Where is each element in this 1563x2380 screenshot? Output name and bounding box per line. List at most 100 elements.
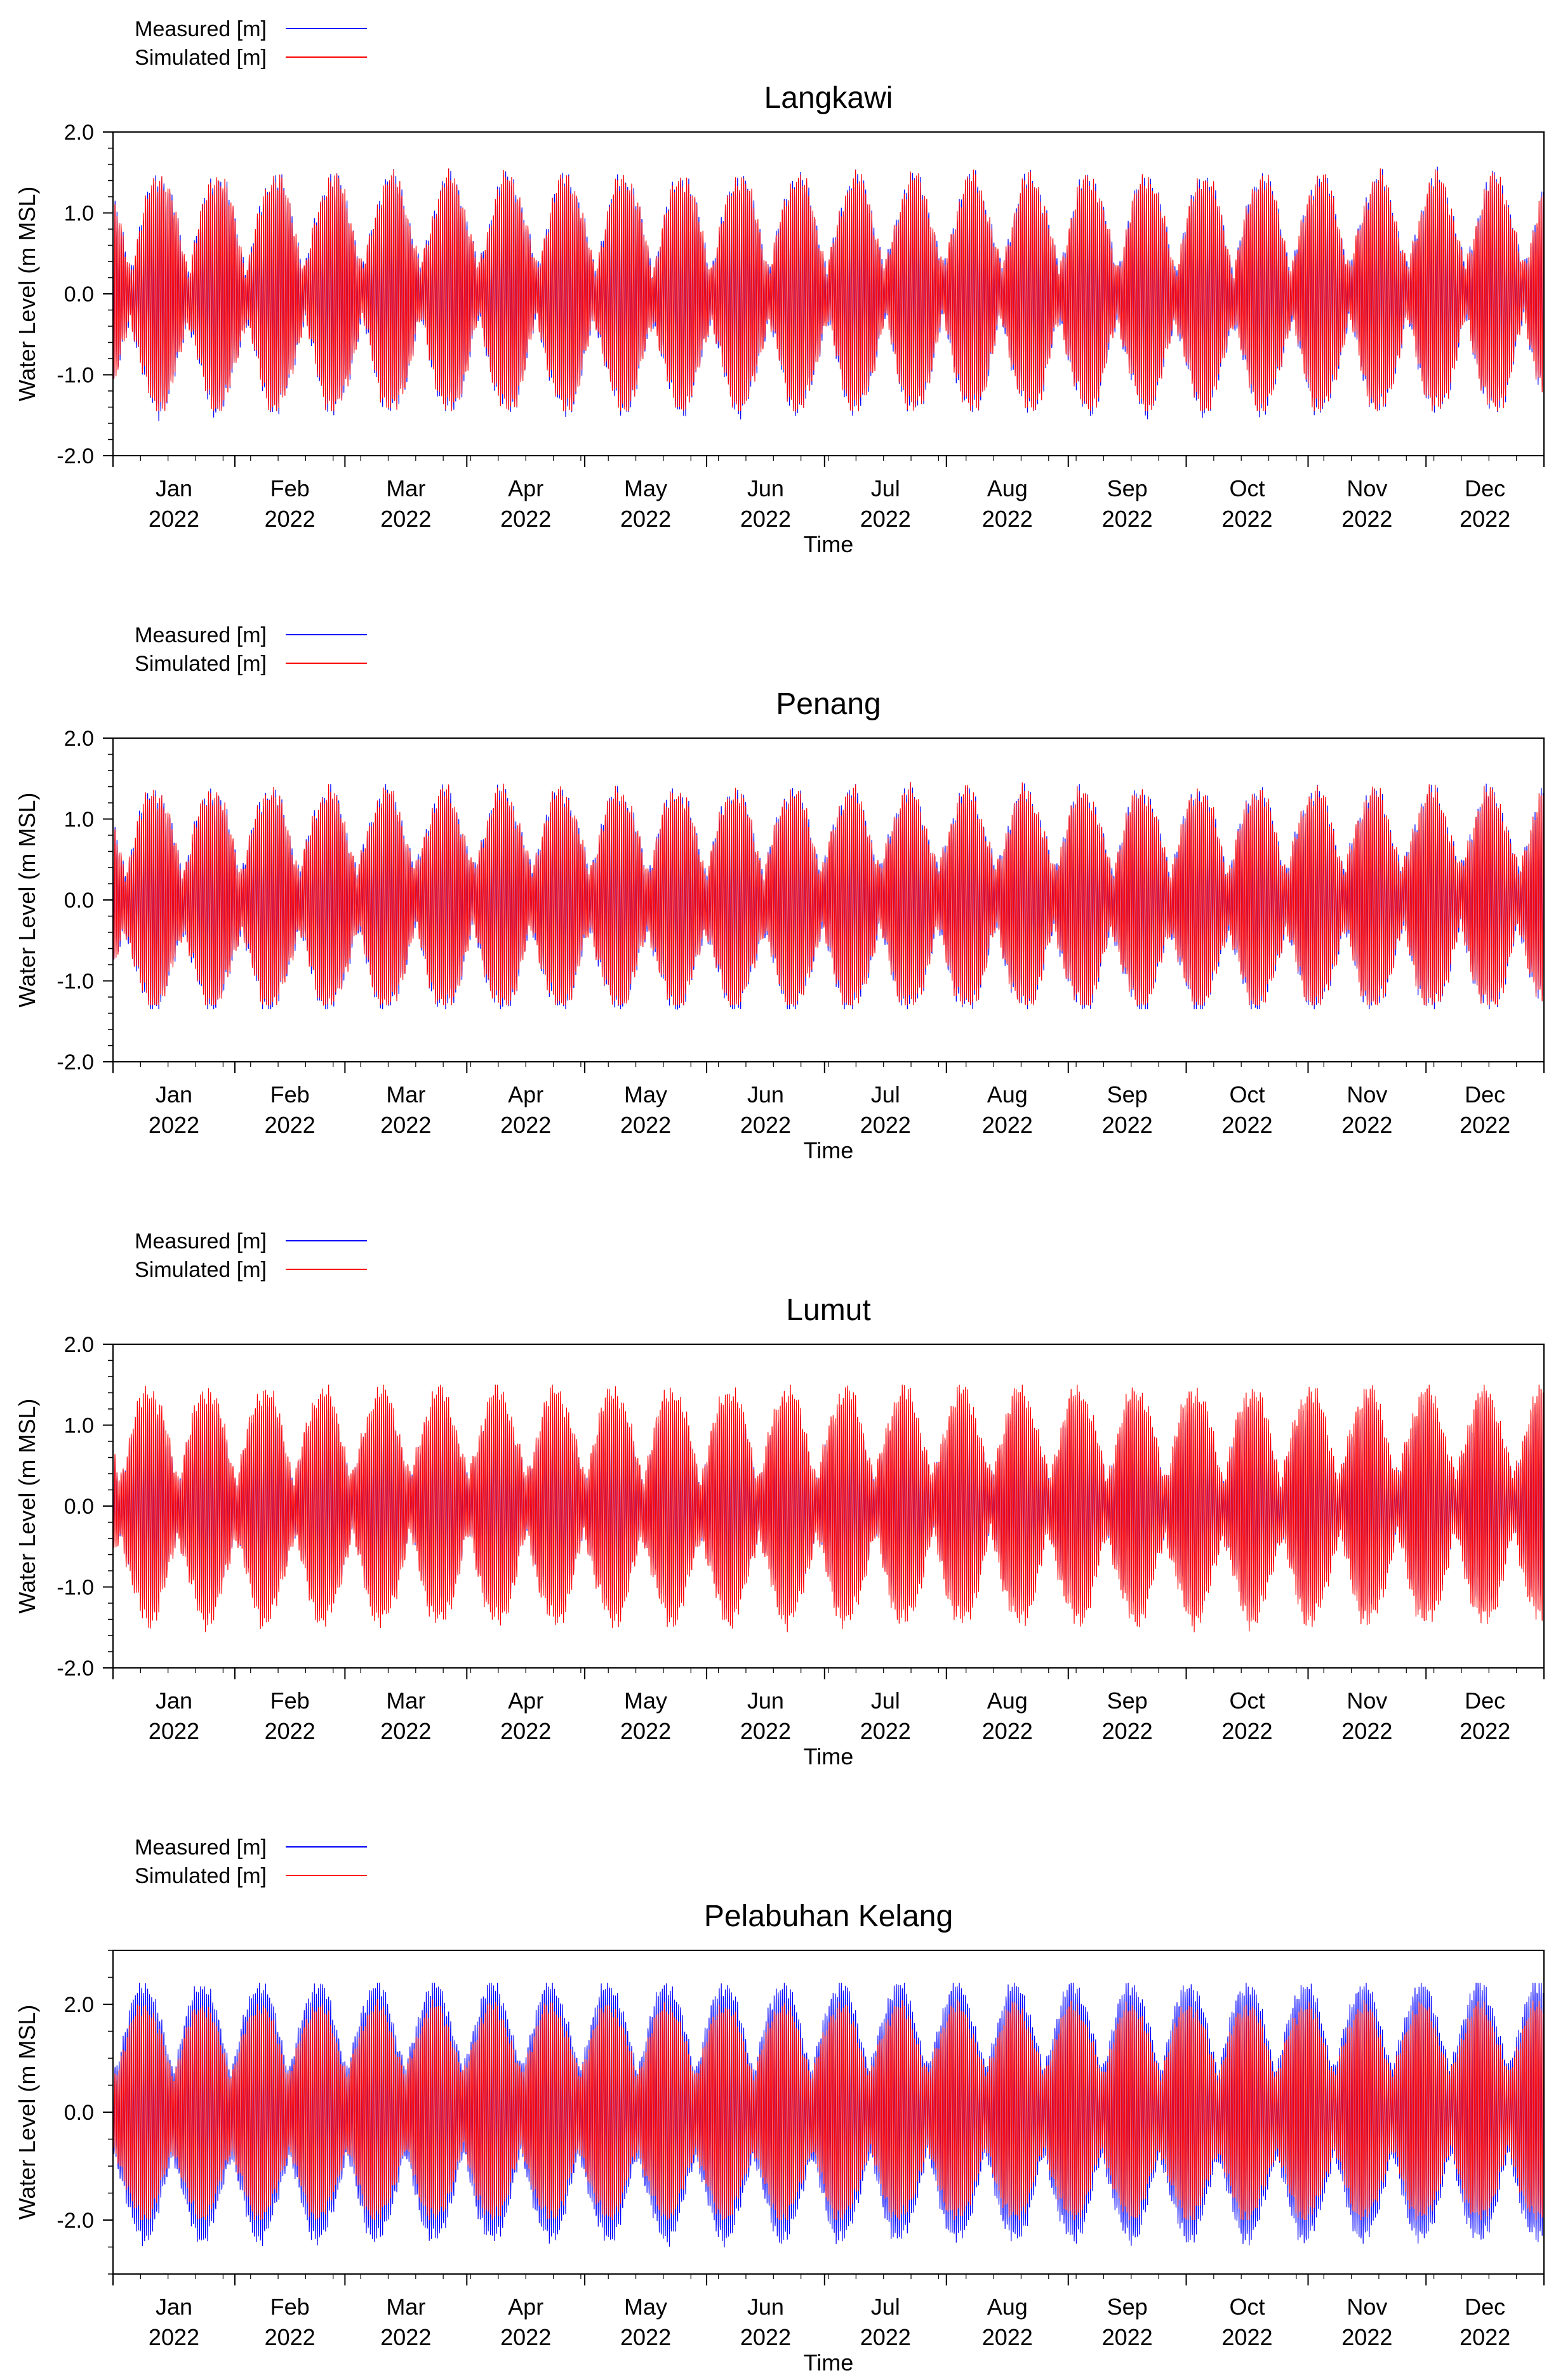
chart-title: Pelabuhan Kelang	[704, 1900, 953, 1933]
x-tick-label-year: 2022	[1102, 506, 1153, 532]
x-tick-label-year: 2022	[265, 1112, 316, 1138]
y-tick-label: -2.0	[57, 444, 94, 468]
x-tick-label-month: Nov	[1347, 475, 1387, 501]
x-tick-label-month: Jun	[747, 475, 784, 501]
x-tick-label-month: May	[624, 475, 667, 501]
legend-label-measured: Measured [m]	[135, 1229, 267, 1253]
x-tick-label-month: Jan	[156, 1081, 192, 1107]
x-tick-label-year: 2022	[1221, 2324, 1272, 2350]
x-tick-label-month: Sep	[1107, 1688, 1148, 1714]
x-tick-label-year: 2022	[1102, 1718, 1153, 1744]
y-axis-label: Water Level (m MSL)	[14, 793, 40, 1008]
x-tick-label-year: 2022	[380, 506, 431, 532]
x-tick-label-month: Oct	[1229, 1081, 1265, 1107]
x-tick-label-year: 2022	[620, 2324, 671, 2350]
x-tick-label-month: Mar	[386, 1688, 425, 1714]
y-tick-label: -2.0	[57, 1656, 94, 1681]
x-tick-label-year: 2022	[860, 1112, 911, 1138]
x-tick-label-year: 2022	[1102, 2324, 1153, 2350]
x-tick-label-month: Jul	[871, 2294, 900, 2320]
x-tick-label-year: 2022	[380, 1718, 431, 1744]
x-tick-label-year: 2022	[380, 2324, 431, 2350]
x-tick-label-year: 2022	[1221, 1718, 1272, 1744]
x-tick-label-month: Jun	[747, 2294, 784, 2320]
series-line-simulated	[113, 1384, 1544, 1632]
y-tick-label: -1.0	[57, 970, 94, 994]
x-axis-label: Time	[804, 2350, 854, 2376]
x-tick-label-year: 2022	[149, 506, 199, 532]
x-axis-label: Time	[804, 531, 854, 557]
x-tick-label-year: 2022	[860, 1718, 911, 1744]
x-tick-label-year: 2022	[1102, 1112, 1153, 1138]
x-tick-label-year: 2022	[1460, 2324, 1510, 2350]
chart-title: Penang	[776, 687, 881, 721]
chart-panel-penang: Measured [m] Simulated [m] Penang -2.0 -1.0 0…	[14, 623, 1545, 1163]
x-tick-label-year: 2022	[1341, 1112, 1392, 1138]
y-tick-label: 0.0	[64, 2101, 94, 2125]
x-tick-label-month: Jun	[747, 1081, 784, 1107]
x-tick-label-month: Jan	[156, 475, 192, 501]
x-tick-label-year: 2022	[860, 506, 911, 532]
y-tick-label: 1.0	[64, 1414, 94, 1438]
x-tick-label-year: 2022	[500, 506, 551, 532]
y-tick-label: -2.0	[57, 2209, 94, 2233]
y-tick-label: -2.0	[57, 1050, 94, 1074]
x-tick-label-month: Jun	[747, 1688, 784, 1714]
x-tick-label-month: Nov	[1347, 1081, 1387, 1107]
x-tick-label-year: 2022	[149, 2324, 199, 2350]
y-axis-label: Water Level (m MSL)	[14, 1399, 40, 1614]
x-tick-label-year: 2022	[500, 1112, 551, 1138]
x-tick-label-month: Aug	[987, 475, 1028, 501]
x-tick-label-year: 2022	[860, 2324, 911, 2350]
x-tick-label-year: 2022	[982, 2324, 1033, 2350]
x-tick-label-month: Oct	[1229, 475, 1265, 501]
legend: Measured [m] Simulated [m]	[135, 1835, 367, 1888]
x-tick-label-year: 2022	[149, 1718, 199, 1744]
x-tick-label-month: Sep	[1107, 475, 1148, 501]
x-tick-label-month: Nov	[1347, 2294, 1387, 2320]
y-tick-label: -1.0	[57, 1576, 94, 1600]
x-tick-label-month: May	[624, 1081, 667, 1107]
x-tick-label-year: 2022	[1341, 506, 1392, 532]
x-tick-label-year: 2022	[149, 1112, 199, 1138]
x-tick-label-month: Dec	[1465, 1081, 1505, 1107]
x-tick-label-month: Jul	[871, 1688, 900, 1714]
legend-label-measured: Measured [m]	[135, 623, 267, 647]
legend-label-measured: Measured [m]	[135, 17, 267, 41]
x-tick-label-month: Dec	[1465, 2294, 1505, 2320]
x-tick-label-month: Oct	[1229, 1688, 1265, 1714]
y-tick-label: 1.0	[64, 808, 94, 832]
x-tick-label-year: 2022	[740, 1718, 791, 1744]
legend: Measured [m] Simulated [m]	[135, 17, 367, 70]
legend-label-simulated: Simulated [m]	[135, 1258, 267, 1282]
x-tick-label-month: Jan	[156, 1688, 192, 1714]
x-tick-label-month: May	[624, 1688, 667, 1714]
x-tick-label-month: Mar	[386, 1081, 425, 1107]
x-tick-label-year: 2022	[740, 506, 791, 532]
y-axis-label: Water Level (m MSL)	[14, 2005, 40, 2220]
legend-label-simulated: Simulated [m]	[135, 652, 267, 676]
legend: Measured [m] Simulated [m]	[135, 623, 367, 676]
x-tick-label-month: Apr	[508, 1081, 543, 1107]
chart-panel-lumut: Measured [m] Simulated [m] Lumut -2.0 -1.0 0.…	[14, 1229, 1545, 1769]
x-tick-label-year: 2022	[982, 506, 1033, 532]
x-tick-label-month: Aug	[987, 2294, 1028, 2320]
x-tick-label-year: 2022	[500, 2324, 551, 2350]
series-area	[113, 781, 1544, 1011]
x-tick-label-year: 2022	[265, 506, 316, 532]
x-tick-label-year: 2022	[1341, 1718, 1392, 1744]
x-tick-label-year: 2022	[620, 1718, 671, 1744]
x-tick-label-month: Feb	[270, 1688, 310, 1714]
y-tick-label: -1.0	[57, 364, 94, 388]
x-tick-label-month: Apr	[508, 2294, 543, 2320]
chart-panel-langkawi: Measured [m] Simulated [m] Langkawi -2.0 -1.…	[14, 17, 1545, 557]
x-axis-label: Time	[804, 1743, 854, 1769]
x-tick-label-month: Apr	[508, 1688, 543, 1714]
x-tick-label-year: 2022	[1221, 1112, 1272, 1138]
x-tick-label-month: Nov	[1347, 1688, 1387, 1714]
chart-title: Langkawi	[764, 81, 893, 115]
y-axis-label: Water Level (m MSL)	[14, 187, 40, 402]
x-tick-label-year: 2022	[1221, 506, 1272, 532]
x-tick-label-year: 2022	[1341, 2324, 1392, 2350]
